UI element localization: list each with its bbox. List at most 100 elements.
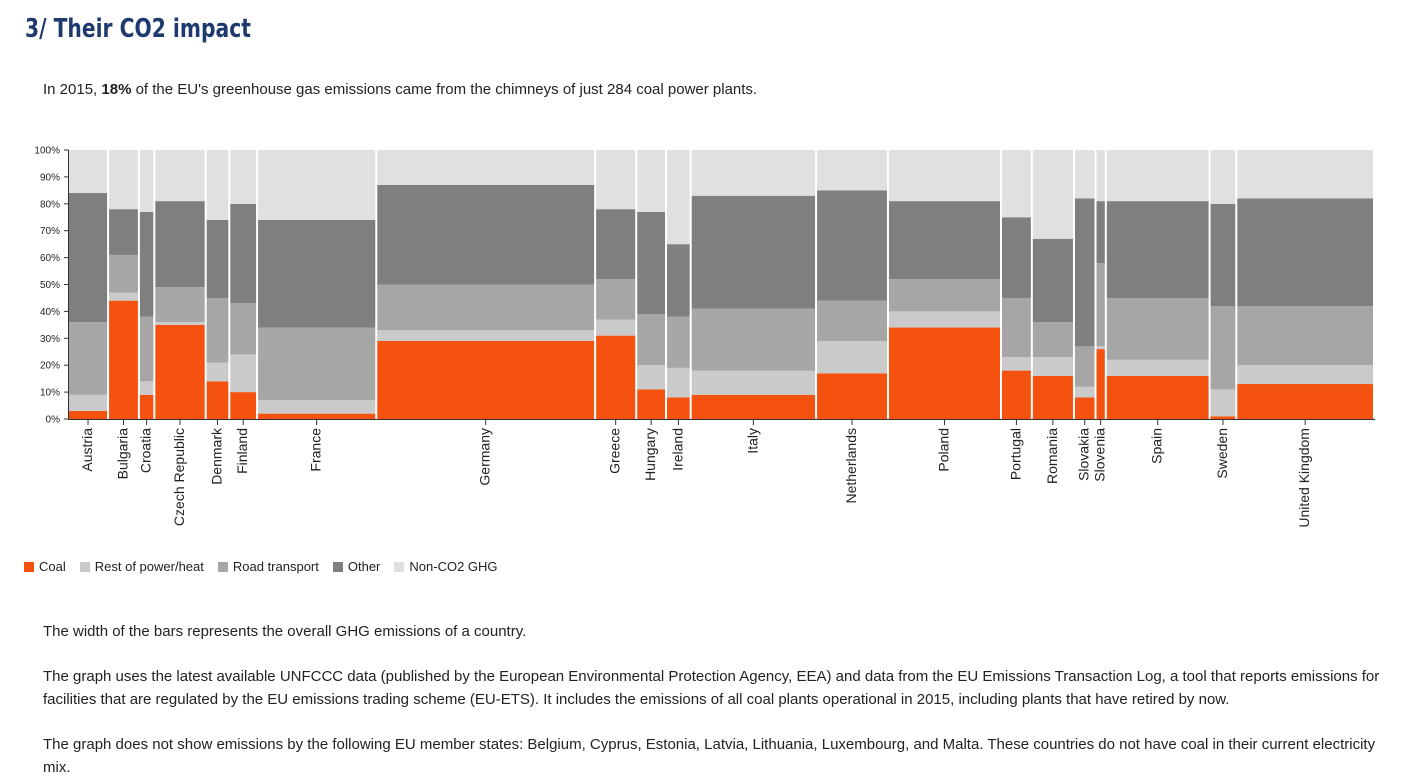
chart-legend: Coal Rest of power/heat Road transport Othe… [24,559,512,574]
bar-segment [1096,201,1105,263]
bar-segment [155,324,205,419]
country-bar-germany [377,150,595,419]
bar-segment [667,150,690,245]
x-tick-label: Spain [1149,428,1165,464]
bar-segment [888,150,1001,202]
x-tick-label: Netherlands [843,428,859,504]
bar-segment [667,367,690,398]
bar-segment [637,389,666,419]
x-tick-label: France [308,428,324,472]
y-tick-label: 80% [40,199,60,210]
bar-segment [1237,384,1373,419]
bar-segment [109,150,138,210]
intro-highlight: 18% [101,81,132,98]
legend-label: Non-CO2 GHG [409,559,498,574]
country-bar-finland [230,150,257,419]
bar-segment [1210,416,1236,419]
bar-segment [691,394,816,419]
bar-segment [888,311,1001,328]
legend-item: Coal [24,559,66,574]
bar-segment [139,150,154,212]
bar-segment [139,211,154,317]
bar-segment [155,287,205,323]
legend-label: Other [347,559,381,574]
bar-segment [69,150,108,194]
bar-segment [1074,150,1095,199]
bar-segment [206,362,229,382]
bar-segment [155,150,205,202]
country-bar-czech-republic [155,150,205,419]
bar-segment [637,365,666,390]
bar-segment [258,150,376,220]
bar-segment [596,209,636,280]
bar-segment [139,394,154,419]
bar-segment [377,284,595,331]
bar-segment [817,340,887,374]
bar-segment [1074,386,1095,398]
bar-segment [258,413,376,419]
bar-segment [1106,375,1209,419]
legend-swatch [24,561,34,572]
country-bar-hungary [637,150,666,419]
y-tick-label: 70% [40,226,60,237]
note-width: The width of the bars represents the ove… [43,623,527,640]
bar-segment [817,373,887,419]
bar-segment [1096,262,1105,347]
x-tick-label: Ireland [669,428,685,471]
x-tick-label: Greece [607,428,623,474]
bar-segment [691,308,816,371]
country-bar-spain [1106,150,1209,419]
bar-segment [1032,357,1073,376]
bar-segment [258,219,376,328]
country-bar-sweden [1210,150,1236,419]
x-tick-label: United Kingdom [1296,428,1312,528]
bar-segment [206,297,229,363]
x-tick-label: Germany [477,428,493,486]
bar-segment [1074,346,1095,387]
bar-segment [377,340,595,419]
bar-segment [230,354,257,393]
bar-segment [377,184,595,285]
country-bar-italy [691,150,816,419]
bar-segment [230,150,257,204]
country-bar-netherlands [817,150,887,419]
country-bar-france [258,150,376,419]
bar-segment [1106,297,1209,360]
bar-segment [667,316,690,368]
bar-segment [230,392,257,419]
x-tick-label: Denmark [209,427,225,485]
x-tick-label: Slovenia [1092,428,1108,482]
bar-segment [1002,297,1031,358]
bar-segment [817,300,887,341]
legend-item: Non-CO2 GHG [394,559,498,574]
bar-segment [109,209,138,255]
bar-segment [139,316,154,382]
bar-segment [69,394,108,411]
legend-swatch [79,561,90,572]
bar-segment [230,303,257,355]
bar-segment [691,150,816,196]
legend-swatch [217,561,228,572]
legend-label: Coal [39,559,66,574]
y-tick-label: 60% [40,253,60,264]
legend-swatch [394,561,405,572]
bar-segment [1237,306,1373,366]
marimekko-chart: 0% 10% 20% 30% 40% 50% 60% 70% 80% 90% 100% Austria… [34,146,1375,528]
bar-segment [1106,150,1209,202]
bar-segment [667,397,690,419]
legend-label: Rest of power/heat [94,559,204,574]
bar-segment [596,335,636,419]
legend-swatch [332,561,343,572]
bar-segment [1096,346,1105,350]
x-tick-label: Finland [234,428,250,474]
country-bar-denmark [206,150,229,419]
bar-segment [155,322,205,325]
bar-segment [69,193,108,323]
bar-segment [206,219,229,298]
x-tick-label: Romania [1044,428,1060,484]
bar-segment [596,150,636,210]
country-bar-ireland [667,150,690,419]
bar-segment [109,300,138,419]
bar-segment [691,195,816,309]
x-tick-label: Croatia [138,428,154,473]
